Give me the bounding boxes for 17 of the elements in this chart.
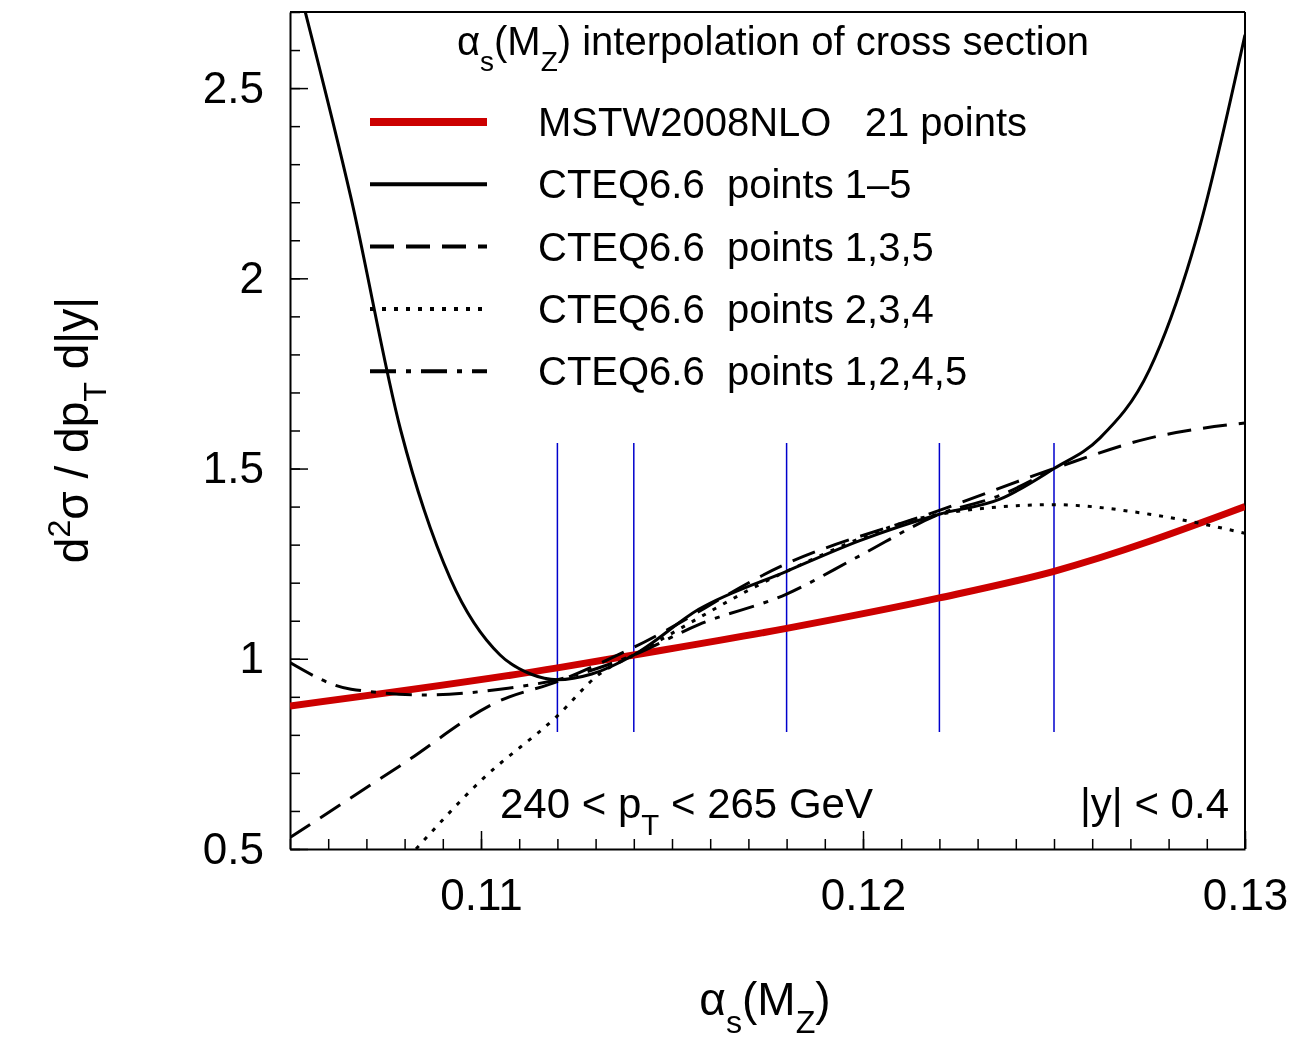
annotation: 240 < p$_{T}$ < 265 GeV <box>500 780 873 841</box>
legend-label: CTEQ6.6 points 1,3,5 <box>538 224 934 269</box>
annotation: |y| < 0.4 <box>1079 780 1229 827</box>
y-tick-label: 0.5 <box>202 823 264 873</box>
x-tick-label: 0.11 <box>440 870 523 920</box>
x-tick-label: 0.12 <box>820 870 907 920</box>
legend-label: CTEQ6.6 points 1,2,4,5 <box>538 349 968 394</box>
y-tick-label: 1 <box>239 633 264 683</box>
y-tick-label: 2.5 <box>202 62 264 112</box>
y-tick-label: 2 <box>239 252 264 302</box>
y-tick-label: 1.5 <box>202 443 264 493</box>
legend-label: MSTW2008NLO 21 points <box>538 100 1028 144</box>
legend-label: CTEQ6.6 points 1–5 <box>538 162 912 207</box>
legend-title: α$_{s}$(M$_{Z}$) interpolation of cross section <box>456 19 1090 77</box>
x-axis-title: α$_{s}$(M$_{Z}$) <box>699 973 831 1038</box>
x-tick-label: 0.13 <box>1202 870 1289 920</box>
legend-label: CTEQ6.6 points 2,3,4 <box>538 286 934 331</box>
